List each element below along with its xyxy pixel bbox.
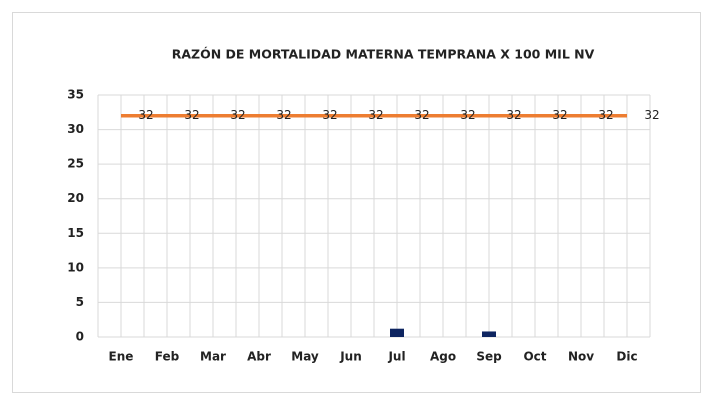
data-label: 32 xyxy=(368,108,383,122)
y-tick-label: 10 xyxy=(67,260,84,274)
y-tick-label: 35 xyxy=(67,88,84,102)
x-tick-label: Ago xyxy=(430,350,456,364)
data-label: 32 xyxy=(506,108,521,122)
x-tick-label: Jul xyxy=(387,350,405,364)
y-tick-label: 5 xyxy=(76,295,84,309)
x-tick-label: Feb xyxy=(155,350,180,364)
data-label: 32 xyxy=(138,108,153,122)
x-tick-label: May xyxy=(291,350,319,364)
y-tick-label: 25 xyxy=(67,157,84,171)
x-tick-label: Ene xyxy=(109,350,134,364)
data-label: 32 xyxy=(414,108,429,122)
x-tick-label: Oct xyxy=(523,350,546,364)
bar xyxy=(482,331,496,337)
x-tick-label: Dic xyxy=(616,350,637,364)
y-tick-label: 20 xyxy=(67,191,84,205)
data-label: 32 xyxy=(552,108,567,122)
data-label: 32 xyxy=(460,108,475,122)
x-tick-label: Abr xyxy=(247,350,271,364)
data-label: 32 xyxy=(184,108,199,122)
data-label: 32 xyxy=(644,108,659,122)
x-tick-label: Nov xyxy=(568,350,594,364)
x-tick-label: Jun xyxy=(339,350,362,364)
bar xyxy=(390,328,404,337)
y-tick-label: 15 xyxy=(67,226,84,240)
y-tick-label: 30 xyxy=(67,122,84,136)
x-tick-label: Sep xyxy=(476,350,502,364)
data-label: 32 xyxy=(276,108,291,122)
data-label: 32 xyxy=(598,108,613,122)
data-label: 32 xyxy=(322,108,337,122)
data-label: 32 xyxy=(230,108,245,122)
y-tick-label: 0 xyxy=(76,330,84,344)
chart-frame xyxy=(12,12,701,393)
chart-title: RAZÓN DE MORTALIDAD MATERNA TEMPRANA X 1… xyxy=(172,47,595,62)
x-tick-label: Mar xyxy=(200,350,226,364)
